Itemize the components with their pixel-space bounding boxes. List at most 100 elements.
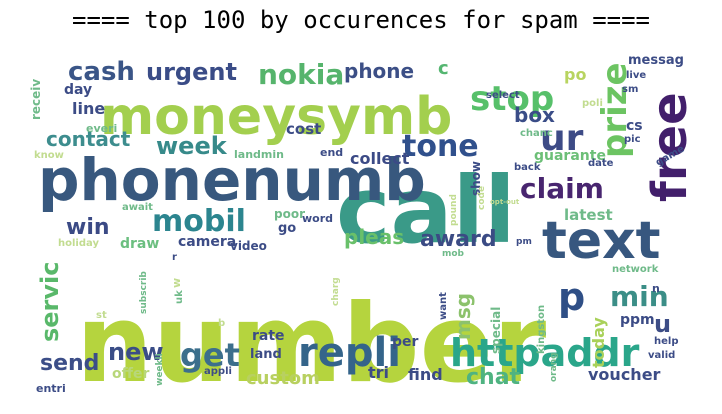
word-select: select xyxy=(486,90,520,101)
word-text: text xyxy=(542,211,661,271)
word-back: back xyxy=(514,162,541,173)
word-orang: orang xyxy=(549,352,559,382)
word-voucher: voucher xyxy=(588,365,661,384)
word-urgent: urgent xyxy=(146,58,237,86)
word-number: number xyxy=(76,282,546,394)
word-land: land xyxy=(250,347,282,362)
word-stop: stop xyxy=(470,79,554,119)
word-go: go xyxy=(278,221,296,236)
word-day: day xyxy=(64,82,92,98)
word-today: today xyxy=(589,317,608,368)
word-know: know xyxy=(34,150,64,161)
word-httpaddr: httpaddr xyxy=(450,331,640,375)
word-latest: latest xyxy=(564,206,613,224)
word-claim: claim xyxy=(520,172,604,205)
word-per: per xyxy=(392,334,419,350)
word-video: video xyxy=(230,239,267,253)
word-mobil: mobil xyxy=(152,204,246,239)
word-custom: custom xyxy=(246,368,320,389)
word-contact: contact xyxy=(46,127,131,151)
word-find: find xyxy=(408,365,443,384)
word-po: po xyxy=(564,65,586,84)
word-send: send xyxy=(40,351,99,376)
word-mob: mob xyxy=(442,249,465,259)
word-camera: camera xyxy=(178,234,236,250)
word-chat: chat xyxy=(466,365,521,390)
word-prize: prize xyxy=(595,62,635,158)
word-offer: offer xyxy=(112,366,149,382)
word-repli: repli xyxy=(298,330,401,376)
word-sm: sm xyxy=(622,84,638,95)
word-appli: appli xyxy=(204,366,232,377)
word-receiv: receiv xyxy=(29,79,43,120)
word-tone: tone xyxy=(402,129,479,164)
word-pic: pic xyxy=(624,134,641,145)
word-subscrib: subscrib xyxy=(139,271,149,314)
word-win: win xyxy=(66,215,110,240)
word-network: network xyxy=(612,264,659,275)
word-u: u xyxy=(654,310,671,338)
word-msg: msg xyxy=(451,293,475,340)
word-cs: cs xyxy=(626,118,643,134)
word-messag: messag xyxy=(628,54,684,68)
word-landmin: landmin xyxy=(234,148,284,161)
word-line: line xyxy=(72,99,105,118)
word-valid: valid xyxy=(648,350,675,361)
word-weekli: weekli xyxy=(155,353,165,386)
word-await: await xyxy=(122,202,153,213)
word-get: get xyxy=(180,336,240,374)
word-special: special xyxy=(489,307,503,354)
figure-title: ==== top 100 by occurences for spam ==== xyxy=(72,6,650,34)
word-help: help xyxy=(654,336,679,347)
word-w: w xyxy=(170,278,183,288)
word-pound: pound xyxy=(449,194,459,226)
word-pm: pm xyxy=(516,237,532,247)
word-date: date xyxy=(588,158,614,169)
word-ur: ur xyxy=(540,118,584,159)
word-c: c xyxy=(438,58,449,79)
word-charg: charg xyxy=(331,277,341,306)
word-end: end xyxy=(320,146,343,159)
word-collect: collect xyxy=(350,149,410,168)
word-pleas: pleas xyxy=(344,225,404,249)
word-tri: tri xyxy=(368,363,389,382)
word-new: new xyxy=(108,338,164,366)
word-box: box xyxy=(514,103,555,127)
word-chanc: chanc xyxy=(520,128,553,139)
word-week: week xyxy=(156,132,228,160)
word-p: p xyxy=(558,275,585,319)
word-min: min xyxy=(610,280,669,313)
word-phone: phone xyxy=(344,59,414,83)
word-b: b xyxy=(218,318,225,329)
word-rate: rate xyxy=(252,328,285,344)
word-cash: cash xyxy=(68,57,135,87)
word-entri: entri xyxy=(36,382,66,394)
word-ppm: ppm xyxy=(620,312,655,328)
word-award: award xyxy=(420,227,497,252)
word-cloud-background xyxy=(28,54,694,394)
word-want: want xyxy=(438,292,449,320)
word-servic: servic xyxy=(36,262,64,343)
word-live: live xyxy=(626,70,646,81)
word-everi: everi xyxy=(86,122,117,135)
word-word: word xyxy=(302,212,333,225)
word-cost: cost xyxy=(286,120,321,138)
word-poor: poor xyxy=(274,207,305,221)
word-code: code xyxy=(477,186,487,210)
word-show: show xyxy=(469,161,483,196)
word-phonenumb: phonenumb xyxy=(38,146,426,214)
word-st: st xyxy=(96,310,107,321)
word-free: free xyxy=(642,92,694,202)
word-kingston: kingston xyxy=(536,305,547,354)
word-n: n xyxy=(652,282,660,295)
word-guarante: guarante xyxy=(534,148,606,164)
word-opt-out: opt-out xyxy=(490,198,520,206)
word-call: call xyxy=(336,157,516,264)
word-draw: draw xyxy=(120,236,159,252)
word-nokia: nokia xyxy=(258,58,344,91)
word-uk: uk xyxy=(174,290,185,304)
word-poli: poli xyxy=(582,98,603,109)
word-cloud: number call moneysymb phonenumb text fre… xyxy=(28,54,694,394)
word-moneysymb: moneysymb xyxy=(100,87,452,147)
word-r: r xyxy=(172,252,177,263)
